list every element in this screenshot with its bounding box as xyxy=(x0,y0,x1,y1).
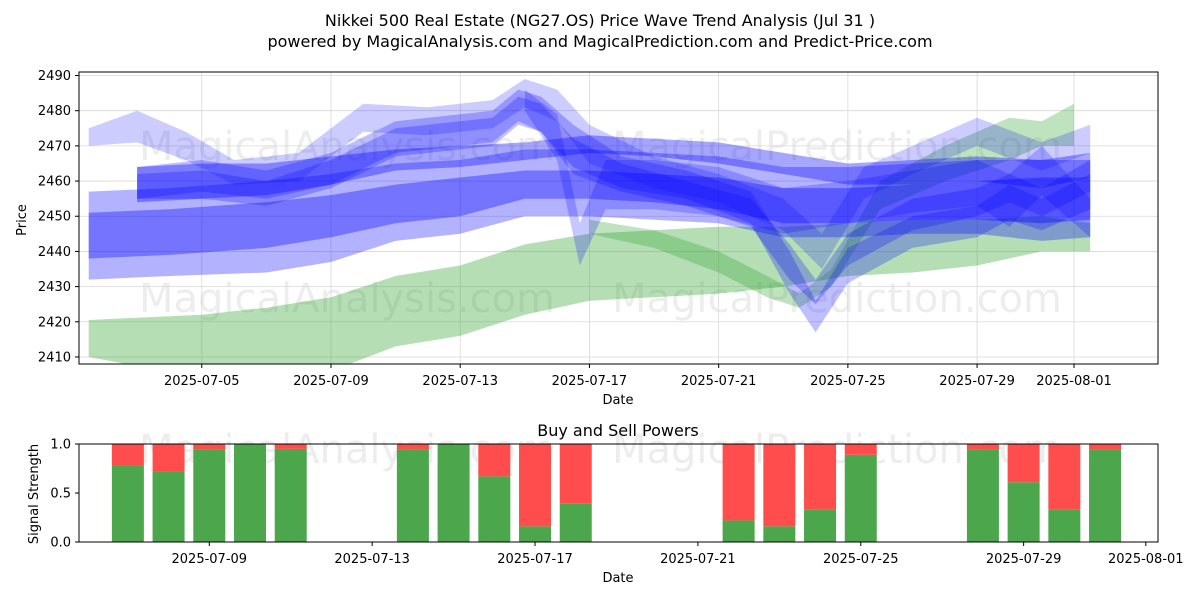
sell-bar xyxy=(274,444,307,449)
buy-bar xyxy=(437,444,470,542)
sell-bar xyxy=(804,444,837,510)
buy-bar xyxy=(234,444,267,542)
buy-bar xyxy=(966,449,999,542)
sell-bar xyxy=(1048,444,1081,510)
power-title: Buy and Sell Powers xyxy=(537,421,699,440)
price-band-7 xyxy=(137,96,1091,305)
power-x-tick-label: 2025-07-25 xyxy=(823,552,899,567)
buy-bar xyxy=(478,476,511,542)
power-bars xyxy=(111,444,1122,542)
price-bands xyxy=(88,79,1091,364)
sell-bar xyxy=(1007,444,1040,483)
power-y-tick-label: 0.0 xyxy=(50,536,71,551)
price-ticks: 2410 2420 2430 2440 2450 2460 2470 2480 2490 2025… xyxy=(38,69,1112,389)
price-x-tick-label: 2025-07-29 xyxy=(939,374,1015,389)
price-band-1 xyxy=(88,216,1091,364)
price-y-tick-label: 2470 xyxy=(38,139,71,154)
buy-bar xyxy=(844,454,877,542)
price-band-3 xyxy=(88,149,1091,280)
price-band-2 xyxy=(589,103,1074,308)
price-grid xyxy=(79,72,1158,364)
sell-bar xyxy=(1089,444,1122,450)
power-y-tick-label: 0.5 xyxy=(50,487,71,502)
power-x-tick-label: 2025-08-01 xyxy=(1108,552,1184,567)
price-x-tick-label: 2025-07-13 xyxy=(422,374,498,389)
price-x-tick-label: 2025-07-09 xyxy=(293,374,369,389)
price-band-8 xyxy=(88,79,1091,269)
sell-bar xyxy=(966,444,999,450)
price-y-tick-label: 2450 xyxy=(38,210,71,225)
price-x-tick-label: 2025-08-01 xyxy=(1036,374,1112,389)
buy-bar xyxy=(763,526,796,542)
watermark-analysis-mid: MagicalAnalysis.com xyxy=(139,276,555,322)
buy-bar xyxy=(111,465,144,542)
buy-bar xyxy=(152,471,185,542)
chart-subtitle: powered by MagicalAnalysis.com and Magic… xyxy=(267,32,932,51)
buy-sell-panel: Buy and Sell Powers 0.0 0.5 1.0 2025-07-09 2… xyxy=(27,421,1184,586)
price-y-tick-label: 2440 xyxy=(38,245,71,260)
power-y-axis-label: Signal Strength xyxy=(27,444,42,544)
sell-bar xyxy=(559,444,592,504)
sell-bar xyxy=(844,444,877,455)
buy-bar xyxy=(804,509,837,542)
price-x-tick-label: 2025-07-21 xyxy=(681,374,757,389)
power-x-axis-label: Date xyxy=(602,571,633,586)
price-plot-frame xyxy=(78,71,1159,365)
buy-bar xyxy=(559,503,592,542)
price-y-tick-label: 2480 xyxy=(38,104,71,119)
power-x-tick-label: 2025-07-09 xyxy=(172,552,248,567)
price-y-tick-label: 2490 xyxy=(38,69,71,84)
price-band-9 xyxy=(524,89,1091,266)
sell-bar xyxy=(519,444,552,527)
power-x-tick-label: 2025-07-17 xyxy=(497,552,573,567)
sell-bar xyxy=(763,444,796,527)
price-y-tick-label: 2430 xyxy=(38,280,71,295)
sell-bar xyxy=(722,444,755,521)
buy-bar xyxy=(1048,509,1081,542)
buy-bar xyxy=(396,449,429,542)
power-x-tick-label: 2025-07-21 xyxy=(660,552,736,567)
chart-title: Nikkei 500 Real Estate (NG27.OS) Price W… xyxy=(325,11,875,30)
sell-bar xyxy=(111,444,144,466)
watermark-prediction-top: MagicalPrediction.com xyxy=(612,124,1062,170)
buy-bar xyxy=(1089,449,1122,542)
price-band-6 xyxy=(137,89,1091,333)
sell-bar xyxy=(396,444,429,450)
price-y-tick-label: 2410 xyxy=(38,350,71,365)
buy-bar xyxy=(722,520,755,542)
sell-bar xyxy=(152,444,185,472)
price-x-axis-label: Date xyxy=(602,393,633,408)
price-y-tick-label: 2460 xyxy=(38,175,71,190)
price-x-tick-label: 2025-07-25 xyxy=(810,374,886,389)
buy-bar xyxy=(274,448,307,542)
price-band-5 xyxy=(137,135,1091,203)
sell-bar xyxy=(478,444,511,477)
power-x-tick-label: 2025-07-13 xyxy=(334,552,410,567)
power-x-tick-label: 2025-07-29 xyxy=(986,552,1062,567)
watermark-prediction-mid: MagicalPrediction.com xyxy=(612,276,1062,322)
watermark-analysis-top: MagicalAnalysis.com xyxy=(139,124,555,170)
price-x-tick-label: 2025-07-17 xyxy=(552,374,628,389)
buy-bar xyxy=(1007,482,1040,542)
buy-bar xyxy=(193,449,226,542)
buy-bar xyxy=(519,526,552,542)
sell-bar xyxy=(193,444,226,450)
price-y-tick-label: 2420 xyxy=(38,315,71,330)
power-y-tick-label: 1.0 xyxy=(50,438,71,453)
price-band-4 xyxy=(88,170,1091,259)
price-wave-panel: 2410 2420 2430 2440 2450 2460 2470 2480 2490 2025… xyxy=(15,69,1159,408)
power-ticks: 0.0 0.5 1.0 2025-07-09 2025-07-13 2025-07-17 2… xyxy=(50,438,1183,568)
price-y-axis-label: Price xyxy=(15,204,30,236)
price-x-tick-label: 2025-07-05 xyxy=(164,374,240,389)
